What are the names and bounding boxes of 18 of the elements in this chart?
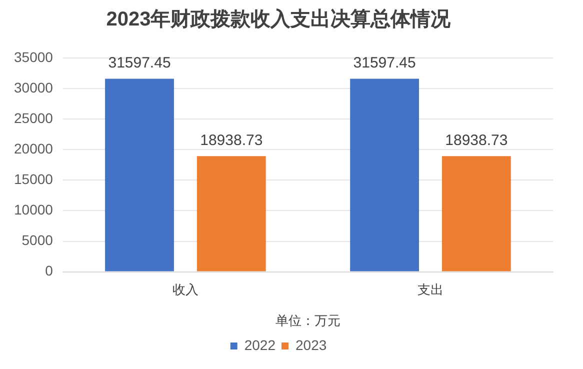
data-label: 31597.45 [353, 54, 416, 72]
y-tick-label: 35000 [14, 48, 54, 65]
data-label: 31597.45 [108, 54, 171, 72]
y-tick-label: 10000 [14, 202, 54, 218]
y-tick-label: 30000 [14, 79, 54, 96]
x-axis-title: 单位：万元 [275, 312, 340, 328]
y-tick-label: 15000 [14, 171, 54, 188]
legend-label: 2022 [244, 336, 276, 353]
y-tick-label: 0 [45, 262, 54, 279]
x-tick-label: 收入 [172, 282, 198, 298]
x-tick-label: 支出 [417, 282, 444, 298]
chart-title: 2023年财政拨款收入支出决算总体情况 [106, 8, 452, 31]
y-tick-label: 5000 [22, 232, 54, 248]
legend-label: 2023 [296, 336, 327, 353]
data-label: 18938.73 [200, 132, 263, 149]
y-tick-label: 20000 [14, 140, 54, 156]
y-tick-label: 25000 [14, 110, 54, 126]
data-label: 18938.73 [445, 132, 508, 149]
